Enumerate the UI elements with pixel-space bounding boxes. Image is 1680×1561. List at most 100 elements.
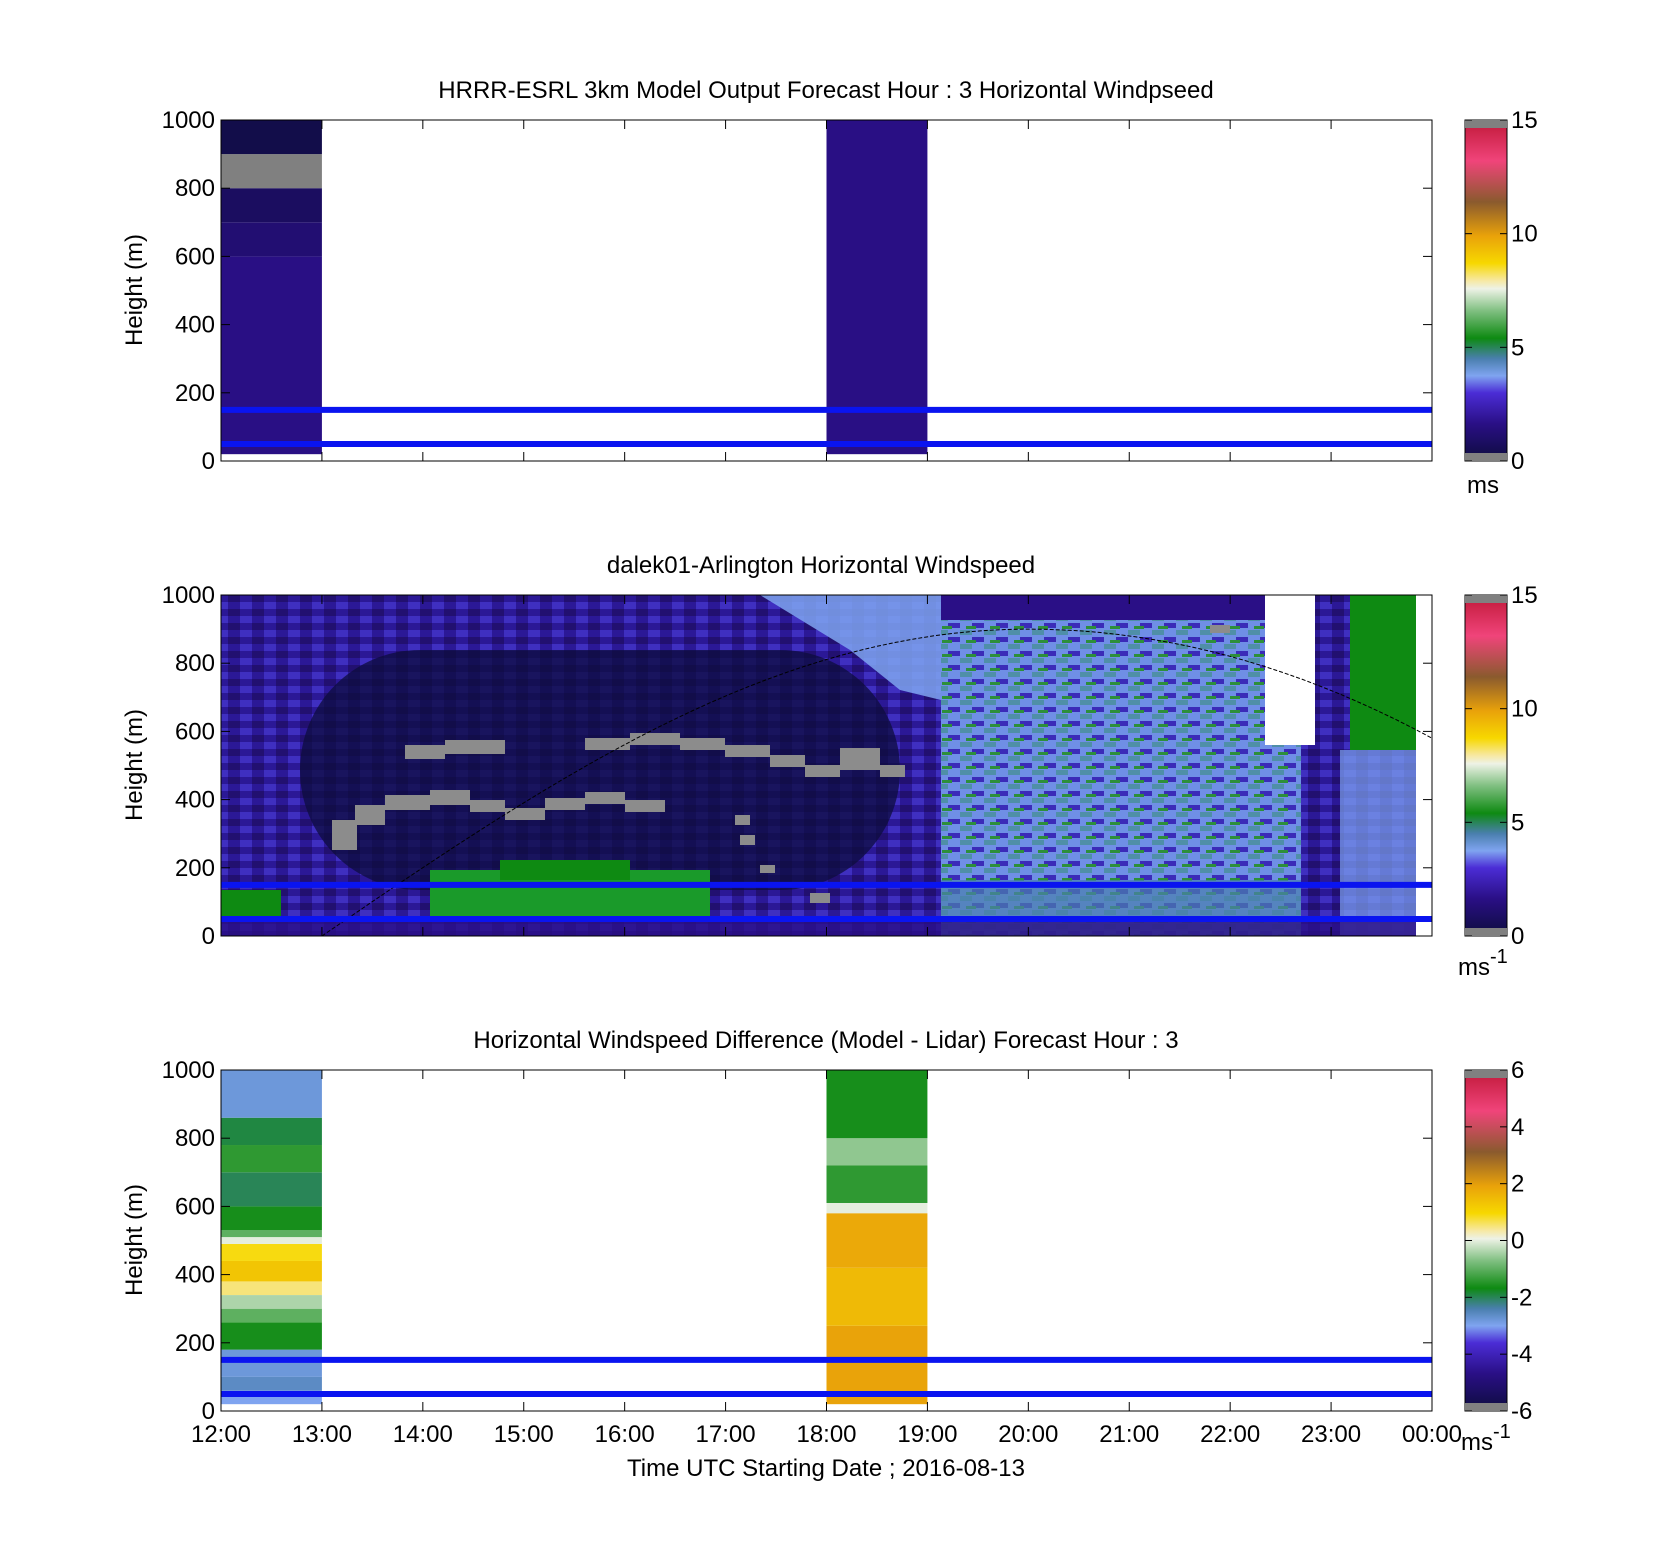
panel-difference-colorbar-nan-low [1465,1403,1507,1411]
x-tick-label: 22:00 [1200,1421,1260,1448]
y-tick-label: 1000 [162,1057,215,1084]
y-tick-label: 800 [175,1125,215,1152]
x-tick-label: 15:00 [494,1421,554,1448]
colorbar-tick-label: 0 [1511,448,1524,475]
panel-difference: Horizontal Windspeed Difference (Model -… [121,1027,1532,1482]
x-tick-label: 13:00 [292,1421,352,1448]
heatmap-cell [826,1165,928,1203]
x-tick-label: 16:00 [595,1421,655,1448]
heatmap-cell [221,256,322,455]
panel-difference-y-ticks: 0 200 400 600 800 1000 [162,1057,1432,1425]
panel-model: HRRR-ESRL 3km Model Output Forecast Hour… [121,77,1538,499]
colorbar-tick-label: 4 [1511,1114,1524,1141]
y-tick-label: 200 [175,1330,215,1357]
y-tick-label: 1000 [162,107,215,134]
lidar-lowlevel-green-a [221,890,281,920]
heatmap-cell [826,1267,928,1326]
heatmap-cell [826,120,928,455]
heatmap-cell [221,1322,322,1350]
panel-difference-colorbar-ticks: -6 -4 -2 0 2 4 6 [1465,1057,1532,1425]
panel-difference-colorbar-nan-high [1465,1070,1507,1078]
lidar-field-upper-light [760,595,941,700]
colorbar-tick-label: 5 [1511,809,1524,836]
lidar-core-low-speed [300,650,900,890]
panel-model-colorbar-nan-high [1465,120,1507,128]
heatmap-cell [826,1070,928,1139]
lidar-missing-data [332,625,1230,903]
heatmap-cell [221,1172,322,1207]
panel-lidar-reference-lines [221,881,1432,922]
y-tick-label: 400 [175,312,215,339]
panel-lidar-ylabel: Height (m) [121,709,148,821]
lidar-lowlevel-green-c [500,860,630,880]
heatmap-cell [221,1117,322,1146]
heatmap-cell [221,1295,322,1309]
y-tick-label: 400 [175,1262,215,1289]
y-tick-label: 400 [175,787,215,814]
colorbar-tick-label: 0 [1511,923,1524,950]
heatmap-cell [221,1206,322,1231]
heatmap-cell [221,1349,322,1377]
y-tick-label: 200 [175,855,215,882]
x-tick-label: 17:00 [696,1421,756,1448]
y-tick-label: 200 [175,380,215,407]
panel-lidar-colorbar-unit: ms-1 [1458,946,1508,981]
heatmap-cell [221,1308,322,1323]
panel-lidar-field [221,595,1416,936]
y-tick-label: 0 [202,923,215,950]
x-tick-label: 12:00 [191,1421,251,1448]
heatmap-cell [826,1202,928,1214]
lidar-gap-white [1265,595,1315,745]
colorbar-tick-label: 10 [1511,221,1538,248]
x-tick-label: 00:00 [1402,1421,1462,1448]
boundary-layer-curve [321,628,1432,936]
heatmap-cell [221,1376,322,1391]
x-tick-label: 19:00 [897,1421,957,1448]
y-tick-label: 0 [202,448,215,475]
heatmap-cell [221,1070,322,1118]
x-tick-label: 21:00 [1099,1421,1159,1448]
panel-difference-cells [221,1070,928,1405]
y-tick-label: 600 [175,1193,215,1220]
panel-lidar-colorbar-nan-high [1465,595,1507,603]
y-tick-label: 800 [175,650,215,677]
lidar-evening-green [1350,595,1416,750]
heatmap-cell [826,1138,928,1166]
panel-difference-xlabel: Time UTC Starting Date ; 2016-08-13 [627,1455,1025,1482]
panel-lidar-x-ticks [220,595,1433,936]
panel-lidar-colorbar-nan-low [1465,928,1507,936]
panel-difference-x-ticks: 12:00 13:00 14:00 15:00 16:00 17:00 18:00 19:00… [191,1070,1462,1448]
colorbar-tick-label: 10 [1511,696,1538,723]
colorbar-tick-label: 15 [1511,582,1538,609]
y-tick-label: 1000 [162,582,215,609]
x-tick-label: 18:00 [796,1421,856,1448]
panel-model-colorbar-unit: ms [1467,472,1499,499]
colorbar-tick-label: -6 [1511,1398,1532,1425]
panel-model-cells [221,120,928,455]
heatmap-cell [221,222,322,257]
lidar-evening-light [1340,750,1416,935]
colorbar-tick-label: 0 [1511,1228,1524,1255]
colorbar-tick-label: 6 [1511,1057,1524,1084]
panel-lidar-colorbar-ticks: 0 5 10 15 [1465,582,1538,950]
panel-model-colorbar-nan-low [1465,453,1507,461]
heatmap-cell [221,120,322,155]
panel-lidar-colorbar [1464,594,1508,937]
y-tick-label: 600 [175,243,215,270]
panel-lidar-title: dalek01-Arlington Horizontal Windspeed [607,552,1035,579]
heatmap-cell [221,1145,322,1173]
heatmap-cell [826,1213,928,1268]
panel-difference-title: Horizontal Windspeed Difference (Model -… [473,1027,1178,1054]
x-tick-label: 23:00 [1301,1421,1361,1448]
panel-lidar-boundary-curve [321,628,1432,936]
panel-model-x-ticks [220,120,1433,461]
heatmap-cell [221,1281,322,1296]
heatmap-cell [221,1230,322,1238]
panel-lidar: dalek01-Arlington Horizontal Windspeed [121,552,1538,981]
heatmap-cell [221,1260,322,1282]
panel-model-colorbar-ticks: 0 5 10 15 [1465,107,1538,475]
colorbar-tick-label: -4 [1511,1341,1532,1368]
colorbar-tick-label: 5 [1511,334,1524,361]
x-tick-label: 20:00 [998,1421,1058,1448]
